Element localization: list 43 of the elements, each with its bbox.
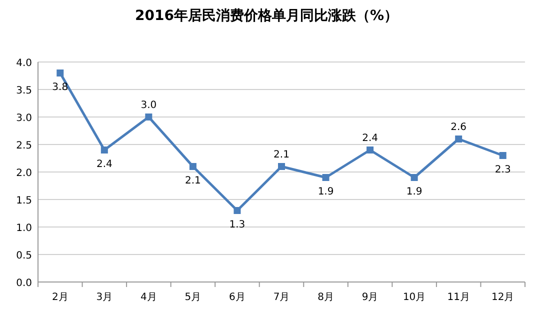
data-label: 3.8 — [52, 82, 68, 93]
data-label: 1.9 — [318, 186, 334, 198]
point — [278, 163, 285, 170]
x-tick-label: 8月 — [318, 292, 334, 303]
data-label: 2.1 — [274, 150, 290, 160]
point — [499, 152, 506, 159]
data-label: 2.4 — [96, 159, 112, 170]
y-tick-label: 4.0 — [16, 58, 32, 69]
x-tick-label: 12月 — [491, 292, 514, 303]
data-label: 2.3 — [494, 164, 511, 176]
y-tick-label: 0.0 — [16, 278, 32, 289]
x-tick-label: 5月 — [184, 292, 202, 303]
x-tick-label: 2月 — [52, 292, 68, 303]
chart-title: 2016年居民消费价格单月同比涨跌（%） — [135, 8, 398, 24]
x-tick-label: 6月 — [229, 292, 246, 303]
y-tick-label: 2.0 — [16, 168, 32, 179]
x-tick-label: 7月 — [273, 292, 290, 303]
point — [234, 207, 241, 214]
y-tick-label: 1.0 — [16, 223, 32, 234]
y-tick-label: 2.5 — [16, 140, 32, 152]
point — [100, 146, 108, 154]
y-tick-label: 1.5 — [16, 196, 32, 206]
point — [145, 114, 152, 120]
x-tick-label: 9月 — [362, 292, 378, 303]
point — [189, 163, 196, 170]
data-label: 2.4 — [362, 133, 378, 144]
point — [366, 146, 374, 154]
point — [56, 70, 64, 76]
x-tick-label: 11月 — [447, 292, 470, 303]
data-label: 1.3 — [229, 220, 246, 230]
data-label: 2.1 — [185, 176, 201, 186]
data-label: 3.0 — [140, 100, 157, 111]
x-tick-label: 10月 — [402, 292, 426, 303]
point — [410, 174, 418, 181]
point — [322, 174, 330, 181]
data-label: 2.6 — [450, 122, 467, 133]
y-tick-label: 3.5 — [16, 86, 32, 96]
x-tick-label: 3月 — [96, 292, 113, 303]
x-tick-label: 4月 — [140, 292, 157, 303]
y-tick-label: 3.0 — [16, 113, 32, 124]
data-label: 1.9 — [406, 186, 422, 198]
point — [455, 136, 462, 142]
y-tick-label: 0.5 — [16, 250, 32, 262]
